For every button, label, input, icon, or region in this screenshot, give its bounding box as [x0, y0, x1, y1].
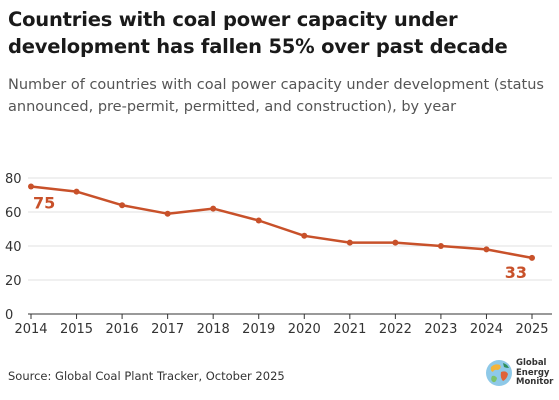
data-point	[301, 232, 308, 239]
y-tick-label: 40	[5, 240, 22, 255]
series-line	[30, 185, 533, 260]
x-tick-label: 2025	[515, 322, 548, 337]
logo-text-line2: Energy	[516, 367, 550, 378]
x-tick-label: 2020	[288, 322, 321, 337]
data-label: 33	[505, 263, 527, 282]
data-point	[210, 205, 217, 212]
y-tick-label: 80	[5, 172, 22, 187]
x-tick-label: 2017	[151, 322, 184, 337]
data-point	[73, 188, 80, 195]
y-tick-label: 0	[5, 308, 13, 323]
data-point	[392, 239, 399, 246]
annotations: 75 33	[33, 194, 527, 282]
x-tick-label: 2014	[14, 322, 47, 337]
x-axis: 2014 2015 2016 2017 2018 2019 2020 2021 2022 2023…	[14, 313, 552, 337]
data-point	[255, 217, 262, 224]
x-tick-label: 2023	[424, 322, 457, 337]
data-point	[164, 210, 171, 217]
chart-title: Countries with coal power capacity under…	[8, 8, 508, 58]
x-tick-label: 2016	[106, 322, 139, 337]
x-tick-label: 2015	[60, 322, 93, 337]
y-tick-label: 20	[5, 274, 22, 289]
data-point	[346, 239, 353, 246]
data-point	[119, 202, 126, 209]
y-axis-ticks: 0 20 40 60 80	[5, 172, 22, 323]
logo-text: Global Energy Monitor	[516, 358, 554, 388]
logo-text-line3: Monitor	[516, 377, 554, 387]
data-point	[28, 183, 34, 190]
y-tick-label: 60	[5, 206, 22, 221]
x-tick-label: 2024	[470, 322, 503, 337]
source-note: Source: Global Coal Plant Tracker, Octob…	[8, 369, 285, 383]
data-point	[483, 246, 490, 253]
x-tick-label: 2019	[242, 322, 275, 337]
globe-icon	[486, 360, 512, 386]
chart-subtitle: Number of countries with coal power capa…	[8, 77, 544, 115]
data-point	[437, 243, 444, 249]
data-label: 75	[33, 194, 55, 213]
x-tick-label: 2022	[379, 322, 412, 337]
data-point	[529, 254, 535, 261]
logo-text-line1: Global	[516, 358, 547, 368]
x-tick-label: 2021	[333, 322, 366, 337]
global-energy-monitor-logo: Global Energy Monitor	[485, 356, 557, 392]
gridlines	[28, 177, 552, 281]
x-tick-label: 2018	[197, 322, 230, 337]
data-series	[28, 183, 535, 261]
